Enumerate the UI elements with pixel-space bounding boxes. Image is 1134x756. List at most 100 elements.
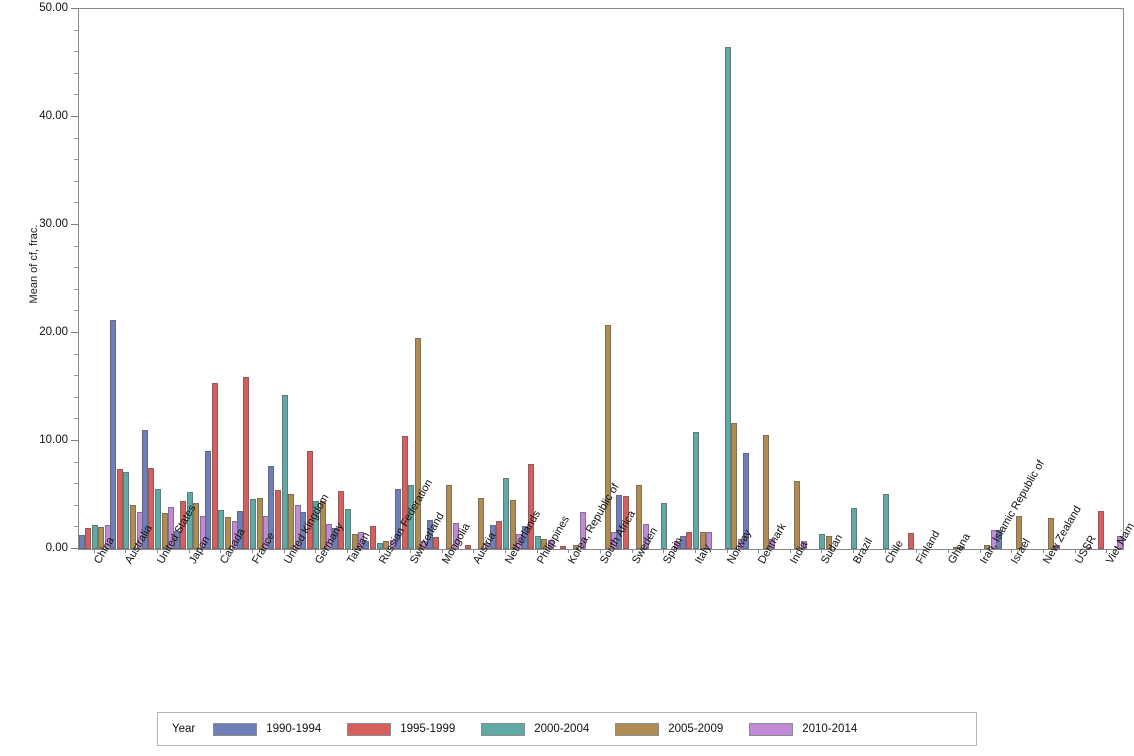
bar-group [268, 9, 301, 549]
bar [692, 432, 699, 549]
bar [952, 547, 959, 549]
x-axis-labels: China Australia United States Japan Canada Fr… [78, 458, 1134, 696]
bar-group [236, 9, 270, 549]
y-tick-minor [74, 418, 78, 420]
bar [819, 533, 826, 549]
bar [1085, 547, 1092, 549]
y-tick-minor [74, 94, 78, 96]
x-tick [346, 549, 348, 553]
y-tick-minor [74, 353, 78, 355]
bar [408, 485, 415, 549]
legend-label: 1995-1999 [400, 723, 456, 735]
legend-entry[interactable]: 2005-2009 [615, 722, 723, 736]
bar [414, 338, 421, 549]
y-tick-minor [74, 288, 78, 290]
y-tick-minor [74, 245, 78, 247]
x-tick [694, 549, 696, 553]
bar [679, 536, 686, 549]
x-tick [884, 549, 886, 553]
bar [1117, 536, 1124, 549]
y-tick-label: 20.00 [39, 326, 68, 338]
y-tick-label: 50.00 [39, 2, 68, 14]
y-tick-minor [74, 526, 78, 528]
bar [572, 544, 579, 549]
bar [331, 528, 338, 549]
bar [236, 511, 243, 549]
bar [1097, 511, 1104, 549]
bar [579, 512, 586, 549]
y-tick-minor [74, 72, 78, 74]
legend-title: Year [172, 723, 196, 735]
bar [161, 513, 168, 549]
bar [243, 377, 250, 549]
x-tick [441, 549, 443, 553]
bar [724, 46, 731, 549]
bar-group [742, 9, 776, 549]
legend-entry[interactable]: 1990-1994 [213, 722, 321, 736]
bar-group [964, 9, 997, 549]
x-tick [979, 549, 981, 553]
legend-swatch-icon [481, 722, 526, 736]
bar [959, 547, 966, 549]
bar [453, 523, 459, 549]
bar [394, 488, 401, 549]
bar [794, 480, 801, 549]
bar-group [173, 9, 206, 549]
bar [98, 527, 105, 549]
legend-swatch-icon [615, 722, 660, 736]
x-tick [789, 549, 791, 553]
bar [731, 422, 738, 549]
bar [534, 536, 541, 549]
x-tick [600, 549, 601, 553]
bar [300, 512, 307, 549]
bar [489, 525, 496, 549]
legend-entry[interactable]: 2000-2004 [481, 722, 590, 736]
bar [541, 539, 548, 549]
legend-label: 2000-2004 [534, 723, 590, 735]
bar-group [205, 9, 238, 549]
y-tick-minor [74, 396, 78, 398]
x-tick [631, 549, 633, 553]
bar [344, 509, 351, 549]
bar [1054, 544, 1061, 549]
bar [130, 504, 137, 549]
bar [642, 524, 649, 549]
bar [85, 528, 92, 549]
legend-entry[interactable]: 2010-2014 [749, 722, 857, 736]
bar [306, 450, 313, 549]
bar-group [838, 9, 870, 549]
bar [559, 545, 566, 549]
x-tick [1042, 549, 1044, 553]
bar [699, 531, 706, 549]
y-tick-minor [74, 180, 78, 182]
x-tick [505, 549, 507, 553]
bar [528, 463, 535, 549]
y-tick-major [71, 8, 78, 9]
x-tick [726, 549, 728, 553]
x-tick [188, 549, 190, 553]
bar-group [711, 9, 744, 549]
bar [496, 520, 503, 549]
x-tick [663, 549, 665, 553]
bar [358, 531, 365, 549]
bars-layer [78, 9, 1124, 549]
bar-group [553, 9, 586, 549]
bar [363, 541, 370, 549]
bar-group [1059, 9, 1092, 549]
bar [503, 477, 510, 549]
bar [249, 499, 256, 549]
y-tick-label: 10.00 [39, 434, 68, 446]
legend-entry[interactable]: 1995-1999 [347, 722, 456, 736]
x-tick [916, 549, 918, 553]
bar [110, 320, 117, 549]
bar [123, 472, 130, 549]
bar-group [870, 9, 902, 549]
bar [464, 544, 471, 549]
bar [478, 498, 485, 549]
bar [193, 502, 200, 549]
bar [616, 495, 623, 549]
bar [762, 434, 769, 549]
bar [256, 498, 263, 549]
legend-swatch-icon [749, 722, 794, 736]
bar [636, 485, 643, 549]
